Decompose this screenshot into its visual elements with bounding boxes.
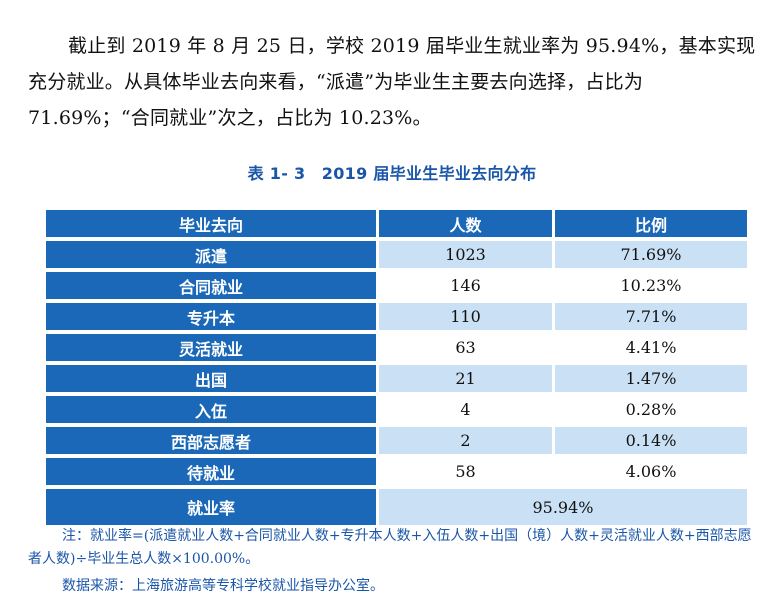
row-count: 21 <box>376 365 552 392</box>
table-caption: 表 1- 3 2019 届毕业生毕业去向分布 <box>247 164 537 183</box>
table-note: 注：就业率=(派遣就业人数+合同就业人数+专升本人数+入伍人数+出国（境）人数+… <box>28 528 752 567</box>
row-ratio: 10.23% <box>552 272 747 299</box>
total-value: 95.94% <box>376 489 747 525</box>
row-ratio: 4.06% <box>552 458 747 485</box>
row-count: 110 <box>376 303 552 330</box>
table-row: 出国 21 1.47% <box>46 365 747 392</box>
row-count: 146 <box>376 272 552 299</box>
table-row: 灵活就业 63 4.41% <box>46 334 747 361</box>
row-label: 出国 <box>46 365 376 392</box>
table-row: 入伍 4 0.28% <box>46 396 747 423</box>
header-destination: 毕业去向 <box>46 210 376 237</box>
table-row: 待就业 58 4.06% <box>46 458 747 485</box>
summary-paragraph: 截止到 2019 年 8 月 25 日，学校 2019 届毕业生就业率为 95.… <box>28 35 756 129</box>
row-ratio: 7.71% <box>552 303 747 330</box>
row-label: 合同就业 <box>46 272 376 299</box>
header-ratio: 比例 <box>552 210 747 237</box>
row-count: 58 <box>376 458 552 485</box>
row-label: 西部志愿者 <box>46 427 376 454</box>
row-ratio: 0.28% <box>552 396 747 423</box>
table-row: 派遣 1023 71.69% <box>46 241 747 268</box>
row-ratio: 1.47% <box>552 365 747 392</box>
table-row: 西部志愿者 2 0.14% <box>46 427 747 454</box>
table-row: 专升本 110 7.71% <box>46 303 747 330</box>
header-count: 人数 <box>376 210 552 237</box>
row-label: 派遣 <box>46 241 376 268</box>
total-label: 就业率 <box>46 489 376 525</box>
row-label: 入伍 <box>46 396 376 423</box>
row-ratio: 0.14% <box>552 427 747 454</box>
row-label: 待就业 <box>46 458 376 485</box>
row-count: 1023 <box>376 241 552 268</box>
data-source: 数据来源：上海旅游高等专科学校就业指导办公室。 <box>62 578 384 594</box>
destination-table: 毕业去向 人数 比例 派遣 1023 71.69% 合同就业 146 10.23… <box>46 206 747 529</box>
row-count: 4 <box>376 396 552 423</box>
table-row: 合同就业 146 10.23% <box>46 272 747 299</box>
row-label: 专升本 <box>46 303 376 330</box>
total-row: 就业率 95.94% <box>46 489 747 525</box>
row-label: 灵活就业 <box>46 334 376 361</box>
row-ratio: 71.69% <box>552 241 747 268</box>
row-count: 63 <box>376 334 552 361</box>
row-count: 2 <box>376 427 552 454</box>
table-header-row: 毕业去向 人数 比例 <box>46 210 747 237</box>
row-ratio: 4.41% <box>552 334 747 361</box>
